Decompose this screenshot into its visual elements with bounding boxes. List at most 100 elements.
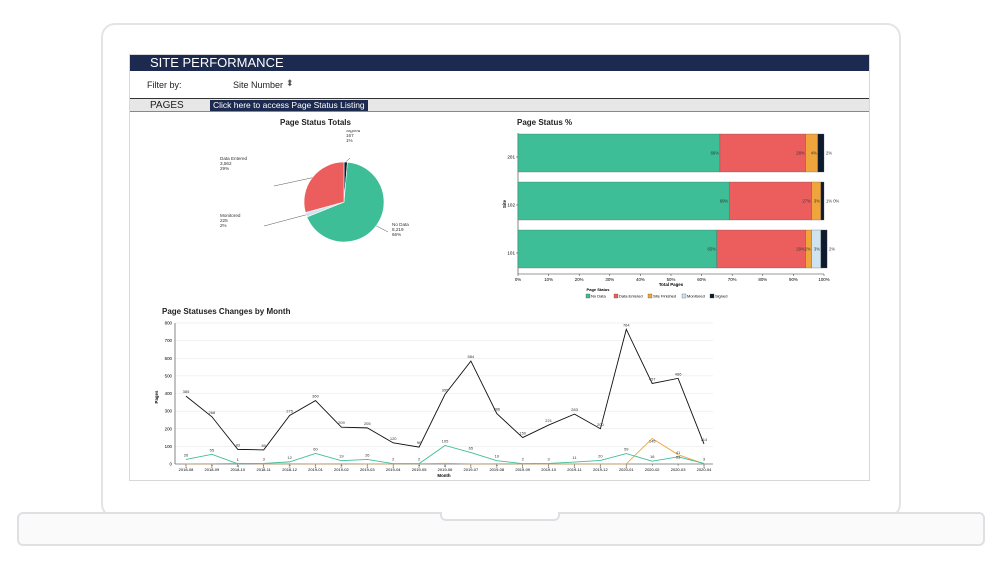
bar-data-label: 65% xyxy=(708,247,717,252)
line-data-label: 16 xyxy=(650,454,655,459)
line-data-label: 457 xyxy=(649,376,656,381)
bar-x-tick-label: 60% xyxy=(697,277,706,282)
pie-leader-line xyxy=(273,177,313,187)
line-data-label: 55 xyxy=(210,447,215,452)
line-data-label: 584 xyxy=(468,354,475,359)
bar-category-label: 101 xyxy=(507,251,515,256)
bar-data-label: 2% xyxy=(829,247,835,252)
line-x-tick-label: 2019-07 xyxy=(464,467,479,472)
line-x-tick-label: 2019-11 xyxy=(567,467,582,472)
bar-x-tick-label: 10% xyxy=(544,277,553,282)
line-data-label: 59 xyxy=(624,447,629,452)
pie-label: No Data xyxy=(392,222,409,227)
bar-legend-swatch xyxy=(681,293,687,299)
line-data-label: 4 xyxy=(237,463,240,468)
bar-x-tick-label: 70% xyxy=(728,277,737,282)
pie-chart-title: Page Status Totals xyxy=(280,118,351,127)
line-data-label: 4 xyxy=(444,463,447,468)
line-data-label: 83 xyxy=(236,442,241,447)
pie-slice-no-data xyxy=(306,161,385,243)
page-status-listing-link[interactable]: Click here to access Page Status Listing xyxy=(210,100,368,111)
line-data-label: 1 xyxy=(237,457,240,462)
line-data-label: 268 xyxy=(209,410,216,415)
bar-legend-swatch xyxy=(709,293,715,299)
line-chart-title: Page Statuses Changes by Month xyxy=(162,307,291,316)
pie-label: 167 xyxy=(346,133,354,138)
pie-label: 29% xyxy=(220,166,229,171)
line-x-tick-label: 2020-02 xyxy=(645,467,660,472)
line-y-tick-label: 100 xyxy=(165,444,173,449)
line-y-tick-label: 800 xyxy=(165,321,173,326)
line-data-label: 395 xyxy=(442,387,449,392)
pie-label: 8,219 xyxy=(392,227,404,232)
pages-section-bar: PAGES Click here to access Page Status L… xyxy=(130,98,869,112)
bar-x-tick-label: 100% xyxy=(818,277,829,282)
line-data-label: 114 xyxy=(701,437,708,442)
line-y-axis-label: Pages xyxy=(154,390,159,403)
line-y-tick-label: 200 xyxy=(165,426,173,431)
line-x-tick-label: 2019-03 xyxy=(360,467,375,472)
line-x-tick-label: 2018-11 xyxy=(257,467,272,472)
bar-legend-swatch xyxy=(647,293,653,299)
line-y-tick-label: 500 xyxy=(165,373,173,378)
line-series-data-entered xyxy=(185,328,705,451)
bar-legend-swatch xyxy=(613,293,619,299)
line-data-label: 120 xyxy=(390,436,397,441)
bar-x-tick-label: 20% xyxy=(575,277,584,282)
line-data-label: 1 xyxy=(547,464,550,469)
filter-bar: Filter by: Site Number ⬍ xyxy=(130,71,869,98)
line-data-label: 11 xyxy=(572,455,577,460)
line-data-label: 2 xyxy=(496,464,499,469)
line-data-label: 19 xyxy=(495,454,500,459)
line-data-label: 1 xyxy=(573,464,576,469)
line-x-tick-label: 2020-01 xyxy=(619,467,634,472)
line-x-tick-label: 2018-08 xyxy=(179,467,194,472)
bar-data-label: 2% xyxy=(805,247,811,252)
pie-label: 3,562 xyxy=(220,161,232,166)
line-y-tick-label: 0 xyxy=(170,462,173,467)
line-data-label: 80 xyxy=(261,443,266,448)
line-data-label: 3 xyxy=(547,456,550,461)
bar-data-label: 66% xyxy=(711,151,720,156)
bar-category-label: 201 xyxy=(507,155,515,160)
line-series-no-data xyxy=(185,445,705,465)
line-y-tick-label: 400 xyxy=(165,391,173,396)
line-x-tick-label: 2019-04 xyxy=(386,467,401,472)
line-data-label: 105 xyxy=(442,438,449,443)
line-x-tick-label: 2018-09 xyxy=(205,467,220,472)
line-data-label: 2 xyxy=(288,464,291,469)
line-y-tick-label: 700 xyxy=(165,338,173,343)
line-x-tick-label: 2018-12 xyxy=(282,467,297,472)
line-data-label: 26 xyxy=(365,452,370,457)
line-series-site-finished xyxy=(185,437,705,465)
line-data-label: 60 xyxy=(313,446,318,451)
line-x-tick-label: 2019-12 xyxy=(593,467,608,472)
bar-data-label: 4% xyxy=(811,151,817,156)
line-x-tick-label: 2018-10 xyxy=(230,467,245,472)
pie-label: 225 xyxy=(220,218,228,223)
line-x-tick-label: 2019-10 xyxy=(541,467,556,472)
bar-segment-no-data xyxy=(517,133,721,173)
line-data-label: 283 xyxy=(571,407,578,412)
line-data-label: 1 xyxy=(470,464,473,469)
line-data-label: 275 xyxy=(286,409,293,414)
bar-legend-label: Monitored xyxy=(687,294,705,299)
pie-label: 2% xyxy=(220,223,227,228)
line-x-tick-label: 2019-09 xyxy=(515,467,530,472)
bar-legend-label: No Data xyxy=(591,294,606,299)
select-caret-icon[interactable]: ⬍ xyxy=(286,78,294,88)
bar-category-label: 102 xyxy=(507,203,515,208)
filter-label: Filter by: xyxy=(147,80,182,90)
line-data-label: 209 xyxy=(338,420,345,425)
bar-data-label: 3% xyxy=(814,247,820,252)
bar-segment-no-data xyxy=(517,181,730,221)
bar-segment-data-entered xyxy=(728,181,812,221)
site-number-select[interactable]: Site Number xyxy=(233,80,284,90)
line-data-label: 2 xyxy=(418,457,421,462)
line-x-tick-label: 2019-06 xyxy=(438,467,453,472)
line-data-label: 1 xyxy=(366,464,369,469)
line-data-label: 1 xyxy=(522,464,525,469)
